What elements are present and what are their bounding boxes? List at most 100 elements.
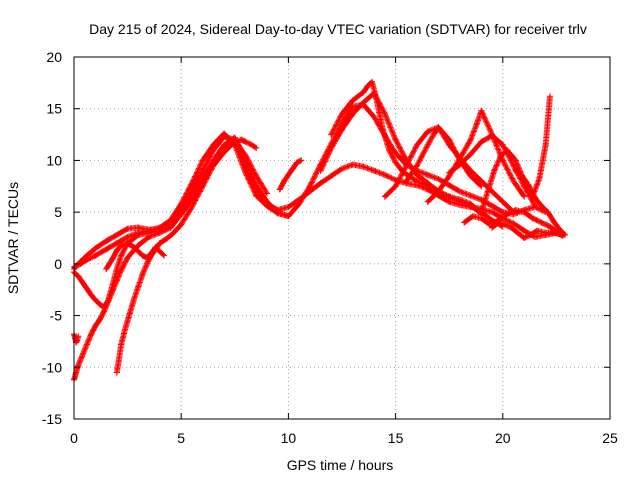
data-point	[527, 231, 534, 238]
data-point	[306, 183, 313, 190]
data-point	[101, 308, 108, 315]
data-point	[431, 130, 438, 137]
data-point	[148, 250, 155, 257]
data-point	[135, 224, 142, 231]
data-point	[546, 223, 553, 230]
data-point	[424, 171, 431, 178]
data-point	[113, 231, 120, 238]
data-point	[242, 169, 249, 176]
series-trace	[113, 136, 259, 376]
data-point	[478, 215, 485, 222]
data-point	[349, 97, 356, 104]
data-point	[263, 198, 270, 205]
data-point	[529, 215, 536, 222]
data-point	[242, 152, 249, 159]
data-point	[414, 178, 421, 185]
data-point	[83, 285, 90, 292]
data-point	[109, 287, 116, 294]
series-trace	[328, 78, 505, 229]
data-point	[317, 167, 324, 174]
y-tick-label: -15	[42, 411, 62, 427]
data-point	[248, 141, 255, 148]
x-axis-label: GPS time / hours	[287, 457, 394, 473]
data-point	[79, 351, 86, 358]
data-point	[435, 176, 442, 183]
data-point	[538, 202, 545, 209]
data-point	[521, 227, 528, 234]
data-point	[542, 141, 549, 148]
data-point	[469, 213, 476, 220]
x-tick-label: 25	[602, 430, 618, 446]
data-point	[74, 337, 81, 344]
data-point	[139, 252, 146, 259]
data-point	[536, 176, 543, 183]
data-point	[188, 180, 195, 187]
data-point	[349, 161, 356, 168]
data-point	[489, 209, 496, 216]
data-point	[360, 99, 367, 106]
series-trace	[71, 138, 270, 383]
data-point	[497, 153, 504, 160]
data-point	[521, 235, 528, 241]
data-point	[542, 229, 549, 236]
series-trace	[478, 94, 553, 216]
data-point	[392, 150, 399, 157]
data-point	[467, 151, 474, 158]
y-tick-label: -10	[42, 359, 62, 375]
data-point	[126, 310, 133, 317]
data-point	[386, 147, 393, 154]
data-point	[510, 178, 517, 185]
data-point	[75, 273, 82, 280]
data-point	[339, 126, 345, 133]
data-point	[79, 279, 86, 286]
data-point	[285, 213, 292, 220]
data-point	[135, 283, 142, 290]
data-point	[135, 248, 142, 255]
data-point	[118, 252, 125, 259]
data-point	[131, 244, 138, 251]
data-point	[371, 167, 378, 174]
data-point	[131, 296, 138, 303]
data-point	[113, 247, 120, 254]
data-point	[178, 200, 185, 207]
data-point	[371, 113, 378, 120]
x-tick-label: 20	[495, 430, 511, 446]
data-point	[446, 182, 453, 189]
y-tick-label: -5	[50, 308, 63, 324]
data-point	[146, 233, 153, 240]
data-point	[135, 231, 142, 238]
data-point	[512, 157, 519, 164]
data-point	[156, 240, 163, 247]
data-point	[96, 301, 103, 308]
data-point	[96, 316, 103, 323]
data-point	[163, 236, 170, 243]
data-point	[328, 131, 335, 138]
data-point	[392, 183, 399, 190]
data-point	[446, 169, 453, 176]
data-point	[88, 291, 95, 298]
data-point	[103, 246, 110, 253]
data-point	[491, 167, 498, 174]
data-point	[467, 202, 474, 209]
data-point	[83, 256, 90, 263]
data-point	[478, 209, 485, 216]
data-point	[169, 230, 176, 237]
data-point	[551, 229, 558, 236]
data-point	[499, 198, 506, 205]
data-point	[461, 219, 468, 226]
data-point	[456, 155, 463, 162]
data-point	[118, 242, 125, 249]
data-point	[92, 245, 99, 252]
data-point	[381, 110, 388, 117]
data-point	[403, 178, 410, 185]
data-point	[525, 182, 532, 189]
data-point	[478, 178, 485, 185]
data-point	[403, 162, 410, 169]
data-point	[392, 159, 399, 166]
data-point	[178, 221, 185, 228]
data-point	[83, 341, 90, 348]
data-point	[551, 219, 558, 226]
data-point	[143, 254, 150, 261]
data-point	[424, 183, 431, 190]
data-point	[253, 192, 260, 199]
